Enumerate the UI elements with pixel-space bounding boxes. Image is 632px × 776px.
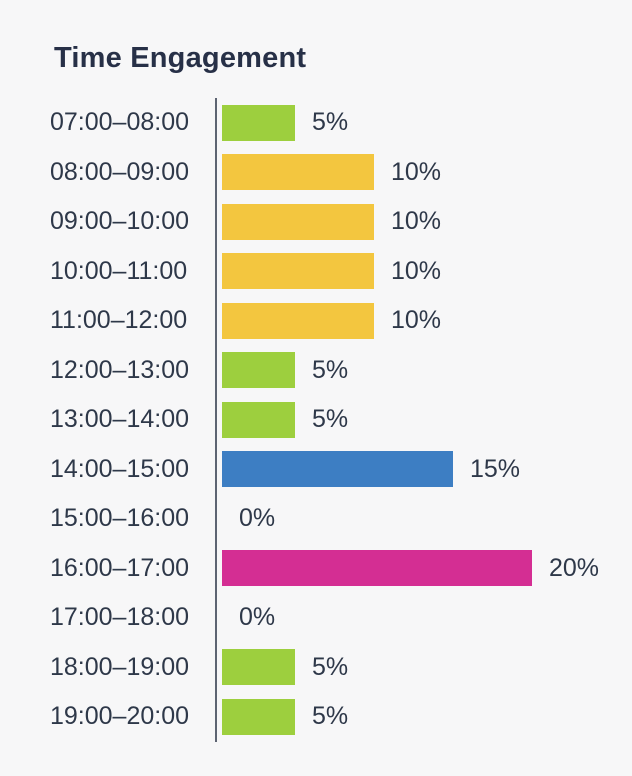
percent-label: 5% [312,355,349,384]
bar [222,203,374,240]
chart-row: 12:00–13:00 5% [0,346,632,396]
chart-row: 07:00–08:00 5% [0,98,632,148]
chart-row: 16:00–17:00 20% [0,544,632,594]
time-slot-label: 13:00–14:00 [50,405,190,434]
bar [222,302,374,339]
time-slot-label: 18:00–19:00 [50,652,190,681]
chart-row: 09:00–10:00 10% [0,197,632,247]
time-slot-label: 16:00–17:00 [50,553,190,582]
y-axis-line [215,98,217,742]
percent-label: 0% [239,504,276,533]
bar [222,698,295,735]
bar [222,451,453,488]
time-slot-label: 07:00–08:00 [50,108,190,137]
percent-label: 5% [312,652,349,681]
bar [222,154,374,191]
bar [222,352,295,389]
time-slot-label: 14:00–15:00 [50,454,190,483]
bar [222,401,295,438]
percent-label: 5% [312,702,349,731]
chart-title: Time Engagement [54,42,307,74]
percent-label: 5% [312,108,349,137]
time-slot-label: 08:00–09:00 [50,157,190,186]
percent-label: 10% [391,207,442,236]
percent-label: 10% [391,157,442,186]
percent-label: 15% [470,454,521,483]
chart-row: 17:00–18:00 0% [0,593,632,643]
chart-row: 19:00–20:00 5% [0,692,632,742]
chart-row: 08:00–09:00 10% [0,148,632,198]
percent-label: 5% [312,405,349,434]
chart-row: 15:00–16:00 0% [0,494,632,544]
time-slot-label: 19:00–20:00 [50,702,190,731]
time-slot-label: 10:00–11:00 [50,256,188,285]
chart-row: 18:00–19:00 5% [0,643,632,693]
time-slot-label: 11:00–12:00 [50,306,188,335]
time-slot-label: 15:00–16:00 [50,504,190,533]
time-slot-label: 09:00–10:00 [50,207,190,236]
percent-label: 10% [391,306,442,335]
time-slot-label: 17:00–18:00 [50,603,190,632]
percent-label: 20% [549,553,600,582]
bar [222,253,374,290]
bar [222,649,295,686]
chart-row: 13:00–14:00 5% [0,395,632,445]
bar [222,104,295,141]
time-slot-label: 12:00–13:00 [50,355,190,384]
bar [222,550,532,587]
percent-label: 0% [239,603,276,632]
chart-row: 11:00–12:00 10% [0,296,632,346]
bar-chart: 07:00–08:00 5% 08:00–09:00 10% 09:00–10:… [0,98,632,742]
chart-row: 10:00–11:00 10% [0,247,632,297]
chart-row: 14:00–15:00 15% [0,445,632,495]
percent-label: 10% [391,256,442,285]
